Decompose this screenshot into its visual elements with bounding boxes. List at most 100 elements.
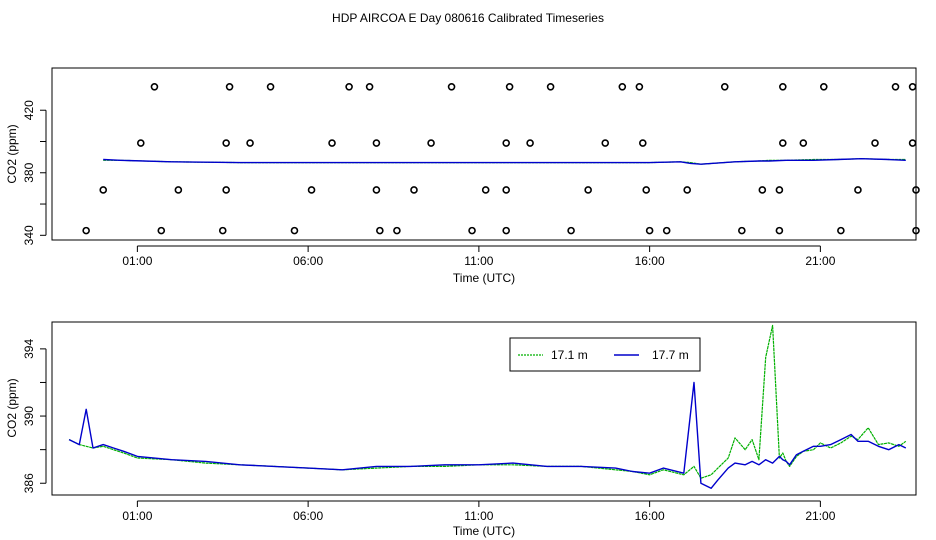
bottom-series-lines <box>68 324 907 489</box>
calibration-point <box>567 226 575 235</box>
top-x-tick-label: 06:00 <box>293 254 323 268</box>
calibration-point <box>502 226 510 235</box>
calibration-point <box>393 226 401 235</box>
calibration-point <box>837 226 845 235</box>
bottom-y-axis-label: CO2 (ppm) <box>5 378 19 437</box>
calibration-point <box>365 82 374 91</box>
calibration-point <box>328 139 336 147</box>
calibration-point <box>908 139 917 147</box>
top-y-tick-label: 380 <box>22 162 36 182</box>
calibration-point <box>222 139 230 147</box>
calibration-point <box>779 139 787 147</box>
calibration-point <box>372 186 381 194</box>
top-x-axis: 01:00 06:00 11:00 16:00 21:00 <box>122 245 836 268</box>
calibration-point <box>799 139 808 147</box>
calibration-point <box>891 82 900 91</box>
top-y-tick-label: 340 <box>22 225 36 245</box>
calibration-point <box>775 186 784 194</box>
calibration-point <box>447 82 456 91</box>
calibration-point <box>225 82 234 91</box>
calibration-point <box>174 186 183 194</box>
calibration-point <box>720 82 729 91</box>
top-x-tick-label: 21:00 <box>805 254 835 268</box>
top-x-tick-label: 01:00 <box>122 254 152 268</box>
figure-title: HDP AIRCOA E Day 080616 Calibrated Times… <box>332 11 604 25</box>
calibration-point <box>635 82 644 91</box>
calibration-point <box>82 226 90 235</box>
calibration-point <box>642 186 651 194</box>
calibration-point <box>758 186 767 194</box>
top-plot-frame <box>51 67 917 241</box>
calibration-point <box>222 186 230 194</box>
calibration-point <box>779 82 787 91</box>
bottom-series-line-17-7-m <box>68 381 907 489</box>
bottom-x-tick-label: 01:00 <box>122 509 152 523</box>
top-series-lines <box>103 157 906 165</box>
calibration-point <box>157 226 166 235</box>
calibration-point <box>854 186 862 194</box>
calibration-point <box>376 226 384 235</box>
calibration-point <box>246 139 254 147</box>
calibration-point <box>526 139 534 147</box>
calibration-point <box>218 226 227 235</box>
bottom-x-tick-label: 16:00 <box>635 509 665 523</box>
top-y-tick-label: 420 <box>22 100 36 120</box>
top-series-line-17-7-m <box>103 157 906 165</box>
top-y-axis-label: CO2 (ppm) <box>5 124 19 183</box>
calibration-point <box>912 226 920 235</box>
top-panel: 01:00 06:00 11:00 16:00 21:00 340 380 420 Time… <box>5 67 920 285</box>
calibration-point <box>307 186 316 194</box>
bottom-x-tick-label: 21:00 <box>805 509 835 523</box>
calibration-point <box>136 139 145 147</box>
calibration-point <box>266 82 275 91</box>
calibration-point <box>468 226 476 235</box>
bottom-series-line-17-1-m <box>68 324 907 479</box>
calibration-point <box>345 82 353 91</box>
legend: 17.1 m 17.7 m <box>509 337 701 372</box>
bottom-y-axis: 386 390 394 <box>22 339 47 493</box>
calibration-point <box>775 226 784 235</box>
calibration-point <box>99 186 108 194</box>
legend-label-17-1m: 17.1 m <box>551 348 588 362</box>
bottom-x-axis: 01:00 06:00 11:00 16:00 21:00 <box>122 500 836 523</box>
calibration-point <box>372 139 381 147</box>
calibration-point <box>502 139 510 147</box>
calibration-point <box>502 186 510 194</box>
bottom-y-tick-label: 394 <box>22 339 36 359</box>
calibration-point <box>584 186 592 194</box>
bottom-plot-frame <box>51 321 917 496</box>
bottom-x-tick-label: 06:00 <box>293 509 323 523</box>
bottom-panel: 01:00 06:00 11:00 16:00 21:00 386 390 394 Time… <box>5 321 917 538</box>
top-y-axis: 340 380 420 <box>22 100 47 245</box>
calibration-point <box>871 139 879 147</box>
calibration-point <box>738 226 746 235</box>
calibration-point <box>546 82 555 91</box>
calibration-point <box>912 186 920 194</box>
top-x-tick-label: 16:00 <box>635 254 665 268</box>
top-calibration-points <box>82 82 920 235</box>
calibration-point <box>290 226 299 235</box>
calibration-point <box>638 139 647 147</box>
legend-box <box>509 337 701 372</box>
bottom-y-tick-label: 390 <box>22 406 36 426</box>
calibration-point <box>819 82 828 91</box>
calibration-point <box>481 186 490 194</box>
calibration-point <box>618 82 627 91</box>
bottom-x-axis-label: Time (UTC) <box>453 524 515 538</box>
calibration-point <box>645 226 654 235</box>
calibration-point <box>150 82 159 91</box>
top-x-axis-label: Time (UTC) <box>453 271 515 285</box>
calibration-point <box>505 82 514 91</box>
calibration-point <box>410 186 418 194</box>
calibration-point <box>662 226 671 235</box>
calibration-point <box>427 139 435 147</box>
top-x-tick-label: 11:00 <box>464 254 493 268</box>
top-series-line-17-1-m <box>103 158 906 165</box>
bottom-y-tick-label: 386 <box>22 473 36 493</box>
bottom-x-tick-label: 11:00 <box>464 509 493 523</box>
calibration-point <box>601 139 610 147</box>
legend-label-17-7m: 17.7 m <box>652 348 689 362</box>
calibration-point <box>683 186 691 194</box>
calibration-point <box>908 82 917 91</box>
